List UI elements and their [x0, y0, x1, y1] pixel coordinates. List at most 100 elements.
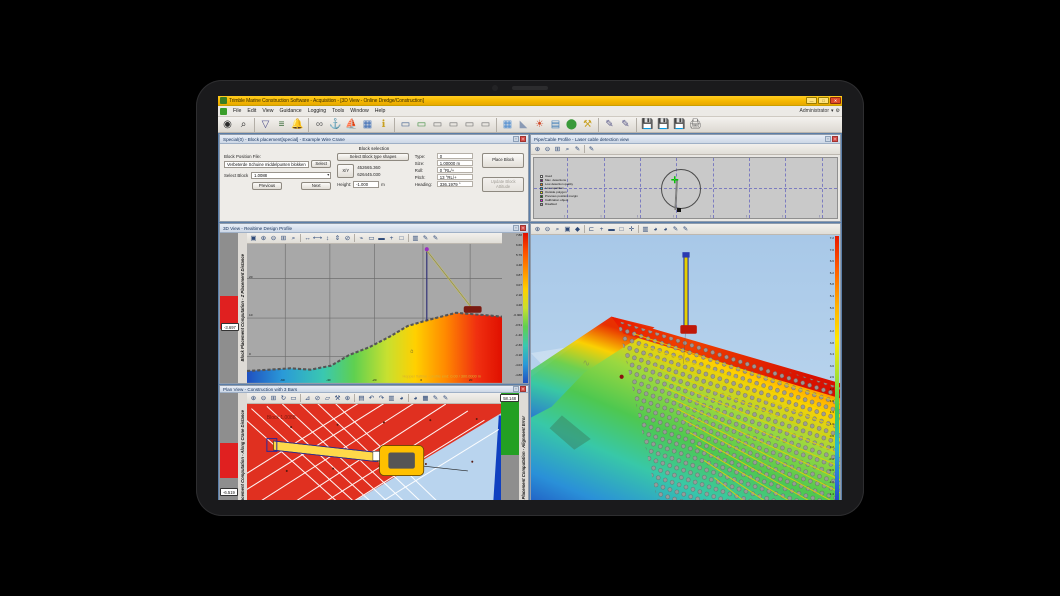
next-block-button[interactable]: Next	[301, 182, 332, 190]
minimize-button[interactable]: —	[806, 97, 817, 104]
zoom-search-icon[interactable]: ⌕	[240, 118, 247, 130]
zoom-window-icon[interactable]: ⌕	[555, 225, 560, 233]
pipe-icon[interactable]: ⊏	[588, 225, 595, 233]
vessel-icon[interactable]: ⛵	[345, 118, 358, 130]
zoom-in-icon[interactable]: ⊕	[250, 394, 257, 402]
zoom-out-icon[interactable]: ⊖	[544, 225, 551, 233]
target-icon[interactable]: ⊕	[344, 394, 351, 402]
panel-restore-button[interactable]: ▫	[825, 136, 831, 142]
layers-icon[interactable]: ▤	[358, 394, 365, 402]
measure-icon[interactable]: ⊿	[304, 394, 311, 402]
chevron-down-icon[interactable]: ▾	[831, 108, 834, 114]
current-user-label[interactable]: Administrator	[799, 108, 829, 114]
menu-item-file[interactable]: File	[233, 107, 242, 114]
select-icon[interactable]: ▣	[250, 234, 257, 242]
info-pole-icon[interactable]: ℹ	[381, 118, 386, 130]
grid-data-icon[interactable]: ▦	[362, 118, 373, 130]
maximize-button[interactable]: □	[818, 97, 829, 104]
link-chain-icon[interactable]: ∞	[315, 118, 324, 130]
zoom-in-icon[interactable]: ⊕	[534, 145, 541, 153]
view-window-add-icon[interactable]: ▭	[416, 118, 427, 130]
zoom-window-icon[interactable]: ⌕	[565, 145, 570, 153]
color-wheel-icon[interactable]: ◕	[399, 394, 404, 402]
anchor-icon[interactable]: ⚓	[329, 118, 342, 130]
crane-tool-icon[interactable]: ⚒	[334, 394, 341, 402]
panel-restore-button[interactable]: ▫	[513, 386, 519, 393]
panel-restore-button[interactable]: ▫	[513, 136, 519, 142]
camera-icon[interactable]: ◉	[223, 118, 232, 130]
zoom-out-icon[interactable]: ⊖	[544, 145, 551, 153]
zoom-window-icon[interactable]: ⌕	[291, 234, 296, 242]
select-rect-icon[interactable]: ▣	[564, 225, 571, 233]
color-wheel-icon[interactable]: ◕	[653, 225, 658, 233]
menu-item-logging[interactable]: Logging	[307, 107, 327, 114]
save-as-icon[interactable]: 💾	[657, 118, 670, 130]
solid-box-icon[interactable]: ▬	[378, 234, 385, 242]
alarm-bell-icon[interactable]: 🔔	[291, 118, 304, 130]
panel-close-button[interactable]: ×	[520, 136, 526, 142]
move-icon[interactable]: ✛	[628, 225, 635, 233]
design-surface-icon[interactable]: ▤	[550, 118, 561, 130]
zoom-in-icon[interactable]: ⊕	[260, 234, 267, 242]
sun-surface-icon[interactable]: ☀	[535, 118, 544, 130]
close-button[interactable]: ✕	[830, 97, 841, 104]
pencil-2-icon[interactable]: ✎	[442, 394, 449, 402]
pencil-edit-icon[interactable]: ✎	[605, 118, 614, 130]
place-block-button[interactable]: Place Block	[482, 153, 524, 168]
zoom-out-icon[interactable]: ⊖	[270, 234, 277, 242]
solid-box-icon[interactable]: ▬	[608, 225, 615, 233]
profile-view-icon[interactable]: ◣	[519, 118, 528, 130]
zoom-extents-icon[interactable]: ⊞	[280, 234, 287, 242]
menu-item-view[interactable]: View	[262, 107, 274, 114]
save-icon[interactable]: 💾	[641, 118, 654, 130]
pencil-2-icon[interactable]: ✎	[432, 234, 439, 242]
gear-icon[interactable]: ⚙	[835, 108, 840, 114]
box-icon[interactable]: ▭	[368, 234, 375, 242]
palette-icon[interactable]: ▥	[412, 234, 419, 242]
zoom-extents-icon[interactable]: ⊞	[554, 145, 561, 153]
pencil-icon[interactable]: ✎	[422, 234, 429, 242]
crane-icon[interactable]: ⚒	[583, 118, 592, 130]
redo-icon[interactable]: ↷	[378, 394, 385, 402]
square-icon[interactable]: □	[619, 225, 624, 233]
color-wheel-2-icon[interactable]: ◕	[413, 394, 418, 402]
view-window-5-icon[interactable]: ▭	[480, 118, 491, 130]
zoom-extents-icon[interactable]: ⊞	[270, 394, 277, 402]
menu-item-edit[interactable]: Edit	[247, 107, 257, 114]
view-window-4-icon[interactable]: ▭	[464, 118, 475, 130]
terrain-map-icon[interactable]: ▦	[502, 118, 513, 130]
menu-item-tools[interactable]: Tools	[332, 107, 345, 114]
pencil-edit-2-icon[interactable]: ✎	[621, 118, 630, 130]
height-input[interactable]: -1.000	[353, 181, 380, 188]
sliders-icon[interactable]: ≡	[278, 118, 285, 130]
previous-block-button[interactable]: Previous	[252, 182, 282, 190]
color-palette-icon[interactable]: ⬤	[565, 118, 578, 130]
xy-toggle-button[interactable]: X/Y	[337, 164, 355, 178]
no-entry-icon[interactable]: ⊘	[314, 394, 321, 402]
green-marker-icon[interactable]: ◆	[575, 225, 580, 233]
undo-icon[interactable]: ↶	[368, 394, 375, 402]
add-point-icon[interactable]: +	[389, 234, 394, 242]
block-position-file-input[interactable]: Verbeterde Schuine middelpunten blokken	[224, 160, 310, 168]
menu-item-window[interactable]: Window	[350, 107, 369, 114]
menu-item-guidance[interactable]: Guidance	[279, 107, 302, 114]
edit-shape-icon[interactable]: ▱	[325, 394, 330, 402]
pan-narrow-icon[interactable]: ⟷	[312, 234, 323, 242]
edit-pencil-icon[interactable]: ✎	[574, 145, 581, 153]
palette-icon[interactable]: ▥	[642, 225, 649, 233]
view-window-2-icon[interactable]: ▭	[432, 118, 443, 130]
view-window-icon[interactable]: ▭	[400, 118, 411, 130]
menu-item-help[interactable]: Help	[374, 107, 386, 114]
panel-close-button[interactable]: ×	[520, 386, 526, 393]
pencil-icon[interactable]: ✎	[432, 394, 439, 402]
select-block-type-shapes-button[interactable]: Select Block type shapes	[337, 153, 409, 161]
scale-vertical-icon[interactable]: ↕	[325, 234, 330, 242]
add-icon[interactable]: +	[599, 225, 604, 233]
rotate-icon[interactable]: ↻	[280, 394, 287, 402]
panel-close-button[interactable]: ×	[832, 136, 838, 142]
zoom-out-icon[interactable]: ⊖	[260, 394, 267, 402]
no-entry-icon[interactable]: ⊘	[344, 234, 351, 242]
scale-vertical-2-icon[interactable]: ⇕	[334, 234, 341, 242]
pipe-icon[interactable]: ⌁	[359, 234, 364, 242]
export-icon[interactable]: 💾	[673, 118, 686, 130]
